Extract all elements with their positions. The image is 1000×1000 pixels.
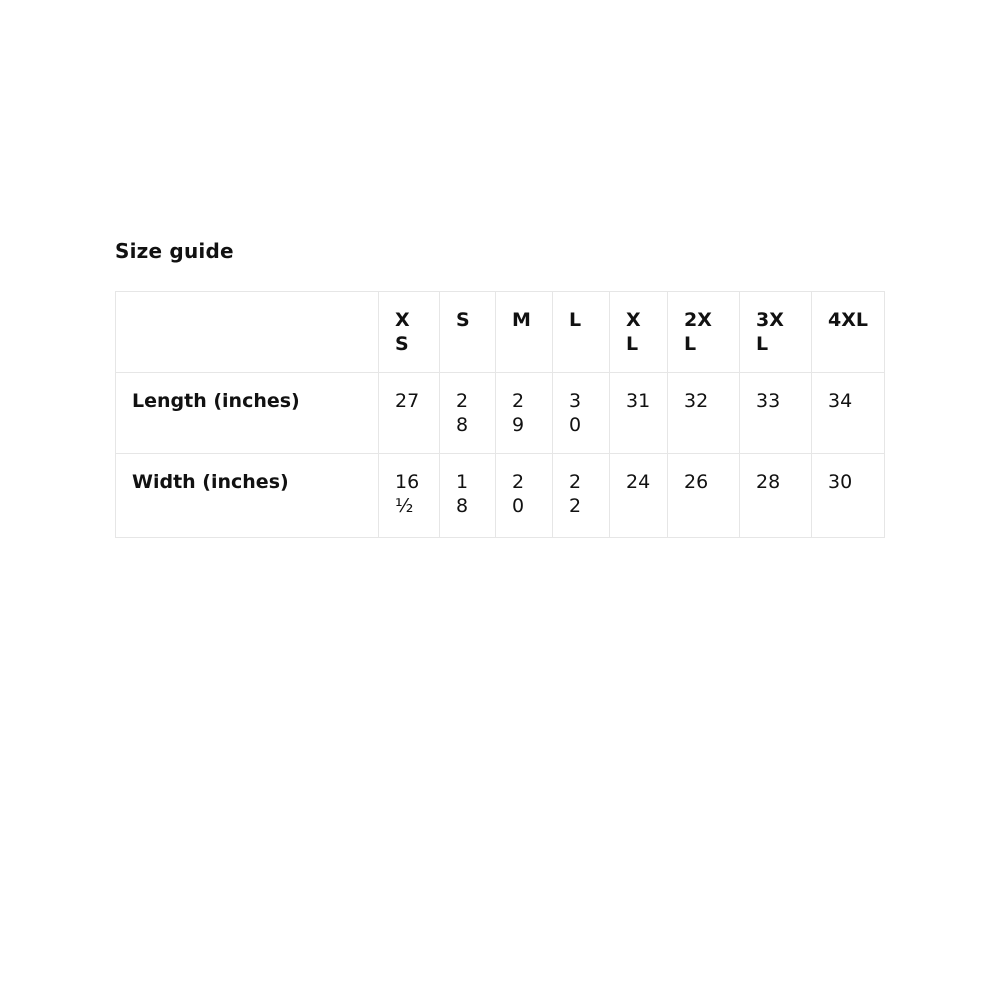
size-column-header-2xl: 2XL [667,291,740,373]
width-value-m: 20 [495,453,553,538]
width-value-4xl: 30 [811,453,885,538]
width-row: Width (inches) 16 ½ 18 20 22 24 26 28 30 [115,453,885,538]
length-value-s: 28 [439,372,496,454]
corner-cell [115,291,379,373]
size-column-header-xs: XS [378,291,440,373]
length-value-l: 30 [552,372,610,454]
length-value-xs: 27 [378,372,440,454]
length-value-4xl: 34 [811,372,885,454]
length-value-2xl: 32 [667,372,740,454]
size-column-header-3xl: 3XL [739,291,812,373]
length-value-3xl: 33 [739,372,812,454]
row-label-length: Length (inches) [115,372,379,454]
width-value-l: 22 [552,453,610,538]
width-value-s: 18 [439,453,496,538]
size-column-header-m: M [495,291,553,373]
size-column-header-4xl: 4XL [811,291,885,373]
size-header-row: XS S M L XL 2XL 3XL 4XL [115,291,885,373]
width-value-3xl: 28 [739,453,812,538]
length-row: Length (inches) 27 28 29 30 31 32 33 34 [115,372,885,454]
length-value-xl: 31 [609,372,668,454]
size-column-header-s: S [439,291,496,373]
size-column-header-xl: XL [609,291,668,373]
size-guide-title: Size guide [115,239,234,263]
row-label-width: Width (inches) [115,453,379,538]
size-column-header-l: L [552,291,610,373]
size-guide-table: XS S M L XL 2XL 3XL 4XL Length (inches) … [115,291,885,538]
width-value-xl: 24 [609,453,668,538]
length-value-m: 29 [495,372,553,454]
width-value-xs: 16 ½ [378,453,440,538]
width-value-2xl: 26 [667,453,740,538]
